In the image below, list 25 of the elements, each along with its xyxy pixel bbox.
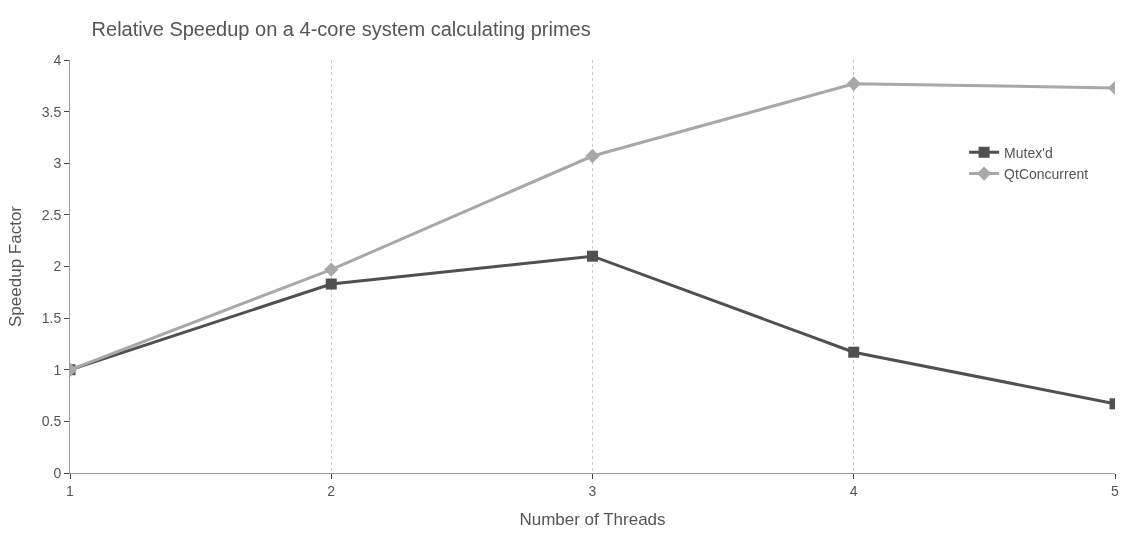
y-tick-label: 1 xyxy=(53,361,62,378)
y-tick-label: 0 xyxy=(53,464,62,481)
x-tick-label: 3 xyxy=(588,482,597,499)
y-tick-label: 2.5 xyxy=(41,206,62,223)
x-axis-title: Number of Threads xyxy=(519,510,666,530)
point xyxy=(324,262,339,277)
chart-title: Relative Speedup on a 4-core system calculating primes xyxy=(91,17,591,40)
x-tick-label: 4 xyxy=(849,482,858,499)
point xyxy=(325,278,337,290)
legend-label: QtConcurrent xyxy=(1004,166,1089,183)
point xyxy=(846,76,861,91)
point xyxy=(585,148,600,164)
y-tick-label: 1.5 xyxy=(41,310,62,327)
x-tick-label: 1 xyxy=(66,482,75,499)
point xyxy=(848,346,860,358)
legend-label: Mutex'd xyxy=(1004,144,1053,161)
y-tick-label: 4 xyxy=(53,51,62,68)
point xyxy=(587,250,598,262)
y-tick-label: 3 xyxy=(53,155,62,172)
y-tick-label: 0.5 xyxy=(41,413,62,430)
y-tick-label: 3.5 xyxy=(41,103,62,120)
y-tick-label: 2 xyxy=(53,258,62,275)
x-tick-label: 5 xyxy=(1111,482,1120,499)
y-axis-title: Speedup Factor xyxy=(6,205,26,327)
x-tick-label: 2 xyxy=(327,482,336,499)
